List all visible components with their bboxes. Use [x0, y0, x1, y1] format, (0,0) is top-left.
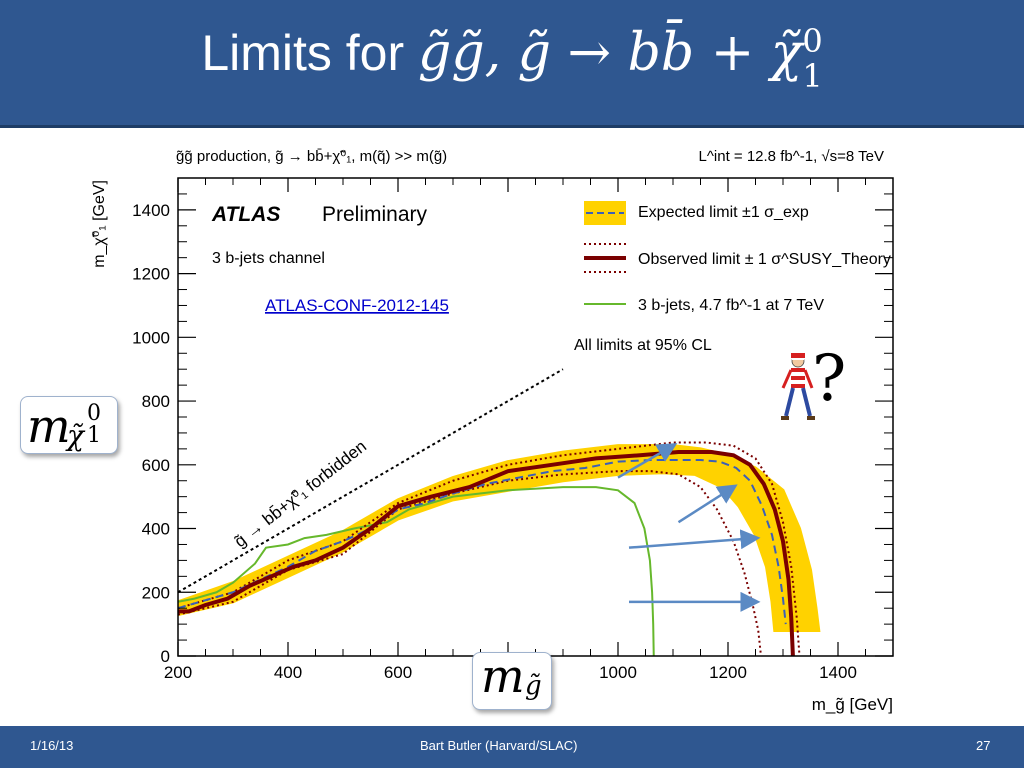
preliminary-label: Preliminary [322, 203, 428, 226]
x-tick-label: 1400 [819, 663, 857, 682]
x-tick-label: 600 [384, 663, 412, 682]
y-axis-label: m_χ̃⁰₁ [GeV] [91, 180, 108, 268]
legend-old-text: 3 b-jets, 4.7 fb^-1 at 7 TeV [638, 297, 824, 314]
footer-author: Bart Butler (Harvard/SLAC) [420, 738, 578, 753]
waldo-figure-icon [781, 353, 815, 420]
y-tick-label: 1000 [132, 328, 170, 347]
chart-header-left: g̃g̃ production, g̃ → bb̄+χ̃⁰₁, m(q̃) >>… [176, 148, 447, 165]
expected-band [178, 444, 821, 633]
y-axis-callout: m χ̃ 0 1 [20, 396, 118, 454]
annotation-arrow-3 [628, 529, 761, 550]
x-tick-label: 1000 [599, 663, 637, 682]
y-tick-label: 1400 [132, 201, 170, 220]
x-tick-label: 200 [164, 663, 192, 682]
annotation-arrow-2 [677, 484, 738, 524]
y-tick-label: 200 [142, 583, 170, 602]
slide-title-math: g̃g̃, g̃ → bb̄ + χ̃0 1 [418, 22, 823, 95]
footer-date: 1/16/13 [30, 738, 74, 753]
atlas-label: ATLAS [211, 203, 280, 226]
y-tick-label: 0 [161, 647, 170, 666]
expected-line [178, 459, 787, 625]
legend-observed-text: Observed limit ± 1 σ^SUSY_Theory [638, 251, 891, 268]
question-mark: ? [812, 342, 847, 416]
observed-upper-line [178, 441, 801, 656]
channel-label: 3 b-jets channel [212, 250, 325, 267]
footer-page-number: 27 [976, 738, 991, 753]
y-tick-label: 800 [142, 392, 170, 411]
cl-note: All limits at 95% CL [574, 337, 712, 354]
legend-expected-text: Expected limit ±1 σ_exp [638, 204, 809, 221]
observed-lower-line [178, 470, 762, 656]
forbidden-line [178, 368, 564, 594]
x-tick-label: 400 [274, 663, 302, 682]
observed-line [178, 450, 795, 656]
slide-title: Limits for g̃g̃, g̃ → bb̄ + χ̃0 1 [0, 22, 1024, 95]
y-tick-label: 400 [142, 520, 170, 539]
slide-title-text: Limits for [201, 25, 405, 81]
y-tick-label: 600 [142, 456, 170, 475]
old-7tev-line [178, 486, 655, 656]
y-tick-label: 1200 [132, 265, 170, 284]
x-axis-callout: m g̃ [472, 649, 552, 710]
footer-bar: 1/16/13 Bart Butler (Harvard/SLAC) 27 [0, 726, 1024, 768]
x-axis-label: m_g̃ [GeV] [812, 695, 893, 714]
conf-note-link: ATLAS-CONF-2012-145 [265, 296, 449, 315]
title-bar: Limits for g̃g̃, g̃ → bb̄ + χ̃0 1 [0, 0, 1024, 128]
annotation-arrow-1 [617, 443, 678, 479]
x-tick-label: 1200 [709, 663, 747, 682]
limit-plot: 2004006008001000120014000200400600800100… [91, 148, 894, 714]
chart-header-right: L^int = 12.8 fb^-1, √s=8 TeV [699, 148, 884, 165]
